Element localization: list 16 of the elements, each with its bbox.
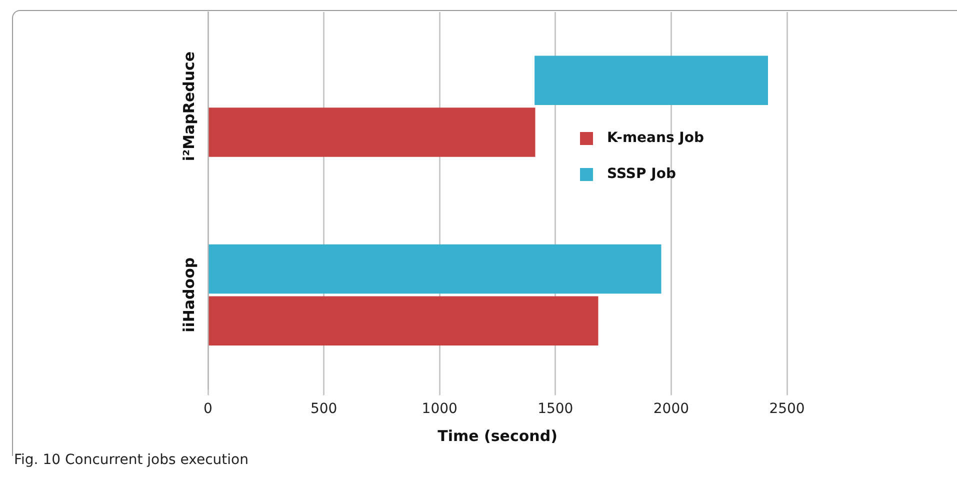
bar — [534, 56, 768, 106]
x-axis-title: Time (second) — [438, 426, 558, 445]
x-tick-label: 1000 — [422, 401, 458, 418]
y-tick-label: i²MapReduce — [180, 51, 198, 162]
legend-label: K-means Job — [607, 130, 704, 146]
legend-label: SSSP Job — [607, 166, 676, 182]
bar — [208, 296, 598, 346]
x-tick-label: 2500 — [769, 401, 805, 418]
caption: Fig. 10 Concurrent jobs execution — [14, 452, 248, 468]
x-tick-label: 1500 — [538, 401, 574, 418]
x-tick-label: 500 — [310, 401, 338, 418]
x-tick-label: 0 — [204, 401, 212, 418]
y-tick-label: iiHadoop — [180, 257, 198, 332]
bar — [208, 108, 536, 157]
x-tick-label: 2000 — [653, 401, 690, 418]
bar — [208, 244, 662, 294]
